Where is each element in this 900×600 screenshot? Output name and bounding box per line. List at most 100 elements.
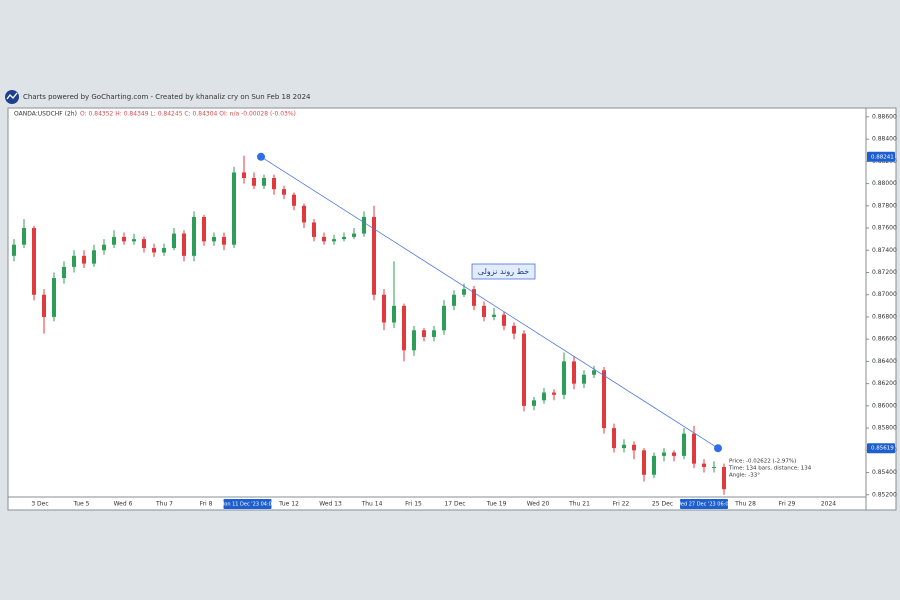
candle-body [122, 236, 126, 242]
candle-body [202, 216, 206, 242]
candle-body [102, 244, 106, 251]
candle-body [492, 314, 496, 317]
candle-body [362, 216, 366, 234]
y-tick-label: 0.86800 [872, 313, 897, 320]
candle-body [12, 244, 16, 256]
trendline-label-box [471, 263, 536, 280]
y-tick-label: 0.85200 [872, 491, 897, 498]
candle-body [462, 289, 466, 295]
candle-body [682, 433, 686, 456]
x-tick-label: Tue 12 [278, 501, 299, 508]
candle-body [552, 392, 556, 395]
y-tick-label: 0.86600 [872, 336, 897, 343]
candle-body [482, 305, 486, 317]
candle-body [722, 466, 726, 490]
x-tick-label: Wed 27 Dec '23 06:00 [676, 502, 731, 508]
y-tick-label: 0.85400 [872, 469, 897, 476]
x-tick-label: Thu 14 [361, 501, 383, 508]
price-highlight [867, 151, 895, 162]
candle-body [592, 370, 596, 375]
candle-body [622, 444, 626, 449]
candle-body [82, 255, 86, 264]
candle-body [382, 294, 386, 323]
candle-body [172, 233, 176, 249]
candle-body [192, 216, 196, 256]
symbol: OANDA:USDCHF (2h) [14, 111, 77, 118]
candle-body [252, 178, 256, 186]
candle-body [422, 330, 426, 337]
price-highlight [867, 443, 895, 454]
candle-body [152, 248, 156, 253]
candle-body [712, 466, 716, 468]
candle-body [582, 374, 586, 384]
candle-body [212, 236, 216, 242]
logo-mark [6, 92, 18, 100]
measure-text: Price: -0.02622 (-2.97%) [729, 459, 796, 465]
x-tick-label: Fri 22 [613, 501, 630, 508]
candle-body [332, 239, 336, 242]
candle-body [292, 194, 296, 206]
y-tick-label: 0.87200 [872, 269, 897, 276]
candle-body [432, 330, 436, 337]
candle-body [92, 250, 96, 264]
x-tick-label: Wed 6 [114, 501, 133, 508]
candle-body [302, 205, 306, 223]
candle-body [52, 278, 56, 317]
candle-body [342, 236, 346, 240]
x-tick-label: 17 Dec [444, 501, 465, 508]
y-tick-label: 0.87800 [872, 202, 897, 209]
candle-body [522, 333, 526, 406]
measure-text: Time: 134 bars, distance: 134 [728, 466, 812, 472]
chart-panel [7, 107, 897, 511]
candle-body [32, 228, 36, 295]
candle-body [602, 370, 606, 429]
candle-body [282, 189, 286, 195]
measure-text: Angle: -33° [729, 473, 760, 479]
y-tick-label: 0.88400 [872, 136, 897, 143]
x-tick-label: Mon 11 Dec '23 04:00 [220, 502, 275, 508]
price-highlight-label: 0.88241 [871, 154, 894, 160]
candle-body [42, 294, 46, 317]
candle-body [162, 248, 166, 253]
candle-body [532, 400, 536, 406]
header: Charts powered by GoCharting.com - Creat… [23, 93, 311, 101]
candle-body [222, 236, 226, 245]
candle-body [132, 239, 136, 242]
x-tick-label: Thu 28 [734, 501, 756, 508]
candle-body [322, 236, 326, 242]
ohlc-info: O: 0.84352 H: 0.84349 L: 0.84245 C: 0.84… [80, 111, 296, 118]
x-tick-label: Fri 15 [405, 501, 422, 508]
candle-body [442, 305, 446, 331]
candle-body [412, 330, 416, 351]
x-tick-label: Tue 5 [73, 501, 90, 508]
candle-body [392, 305, 396, 323]
candle-body [642, 450, 646, 475]
price-highlight-label: 0.85619 [871, 446, 894, 452]
trendline-handle [714, 444, 722, 453]
y-tick-label: 0.86400 [872, 358, 897, 365]
time-highlight [223, 499, 272, 509]
candle-body [452, 294, 456, 306]
candle-body [262, 178, 266, 186]
candle-body [612, 428, 616, 449]
x-tick-label: 3 Dec [31, 501, 48, 508]
candle-body [402, 305, 406, 351]
candles [12, 155, 726, 495]
trendline-label: خط روند نزولی [478, 267, 529, 276]
x-tick-label: Fri 8 [200, 501, 213, 508]
y-tick-label: 0.87000 [872, 291, 897, 298]
candle-body [672, 452, 676, 456]
candle-body [72, 255, 76, 267]
candle-body [112, 236, 116, 245]
time-highlight [680, 499, 728, 509]
candle-body [372, 216, 376, 295]
candle-body [352, 233, 356, 237]
candle-body [702, 463, 706, 467]
x-tick-label: Wed 20 [527, 501, 550, 508]
candle-body [242, 172, 246, 179]
candle-body [312, 222, 316, 237]
candle-body [572, 361, 576, 384]
candle-body [632, 444, 636, 451]
x-tick-label: Fri 29 [779, 501, 796, 508]
